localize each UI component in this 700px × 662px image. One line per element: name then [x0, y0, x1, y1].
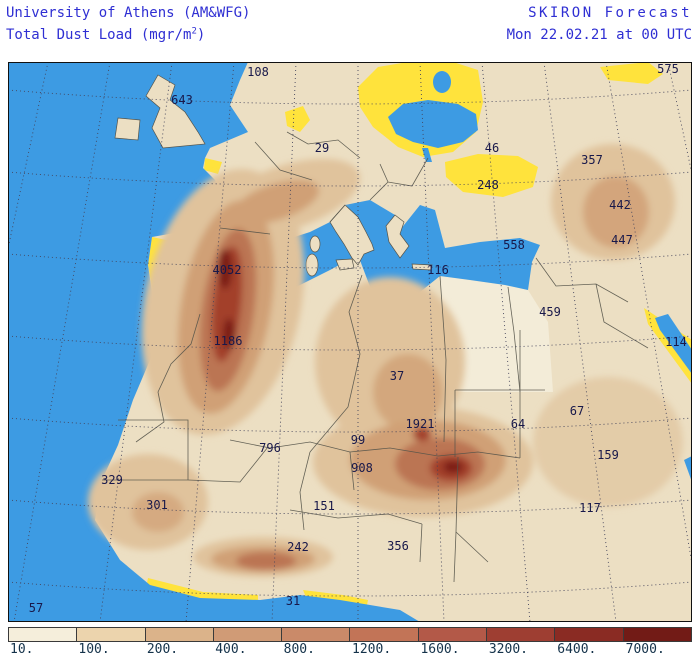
map-frame: [8, 62, 692, 622]
pale-land-region: [440, 276, 553, 392]
sea-of-marmara: [422, 148, 432, 162]
scale-swatch: [212, 628, 282, 641]
header: University of Athens (AM&WFG) Total Dust…: [6, 3, 692, 46]
black-sea: [388, 100, 478, 148]
great-britain: [145, 74, 206, 149]
scale-swatch: [9, 628, 77, 641]
scale-swatch: [281, 628, 350, 641]
superscript-2: 2: [191, 26, 197, 37]
scale-tick-label: 200.: [146, 642, 179, 657]
product-title: Total Dust Load (mgr/m2): [6, 26, 206, 43]
forecast-map: 108 643 29 575 357 46 442 248 447 558 116 459 114 405…: [8, 62, 692, 622]
scale-tick-label: 800.: [283, 642, 315, 657]
dust-plumes: [88, 144, 683, 577]
corsica: [309, 235, 321, 253]
scale-tick-label: 400.: [215, 642, 247, 657]
sea-of-azov: [433, 71, 451, 93]
sardinia: [305, 253, 319, 277]
country-borders: [102, 131, 649, 583]
dust-load-scale: 10. 100. 200. 400. 800. 1200. 1600. 3200. 6400. 7…: [8, 627, 692, 657]
scale-swatch: [417, 628, 487, 641]
islands-and-peninsulas: [114, 74, 433, 277]
crete: [411, 263, 433, 271]
persian-gulf: [684, 456, 692, 482]
ireland: [114, 117, 141, 141]
org-title: University of Athens (AM&WFG): [6, 5, 251, 21]
scale-tick-label: 1200.: [352, 642, 392, 657]
scale-labels: 10. 100. 200. 400. 800. 1200. 1600. 3200. 6400. 7…: [8, 642, 692, 657]
map-svg: [8, 62, 692, 622]
sicily: [335, 258, 355, 271]
scale-swatch: [554, 628, 623, 641]
valid-time: Mon 22.02.21 at 00 UTC: [506, 26, 692, 43]
scale-tick-label: 3200.: [488, 642, 528, 657]
graticule: [8, 62, 692, 622]
italy: [329, 204, 375, 266]
model-name: SKIRON Forecast: [528, 5, 692, 21]
atlantic-ocean: [8, 62, 420, 622]
greece: [385, 214, 410, 259]
scale-tick-label: 7000.: [625, 642, 665, 657]
scale-swatches: [8, 627, 692, 642]
scale-tick-label: 10.: [10, 642, 34, 657]
scale-tick-label: 6400.: [557, 642, 597, 657]
scale-swatch: [349, 628, 418, 641]
scale-swatch: [622, 628, 691, 641]
scale-tick-label: 100.: [78, 642, 110, 657]
scale-swatch: [486, 628, 555, 641]
scale-tick-label: 1600.: [420, 642, 460, 657]
scale-swatch: [76, 628, 145, 641]
red-sea: [655, 314, 692, 374]
scale-swatch: [144, 628, 213, 641]
